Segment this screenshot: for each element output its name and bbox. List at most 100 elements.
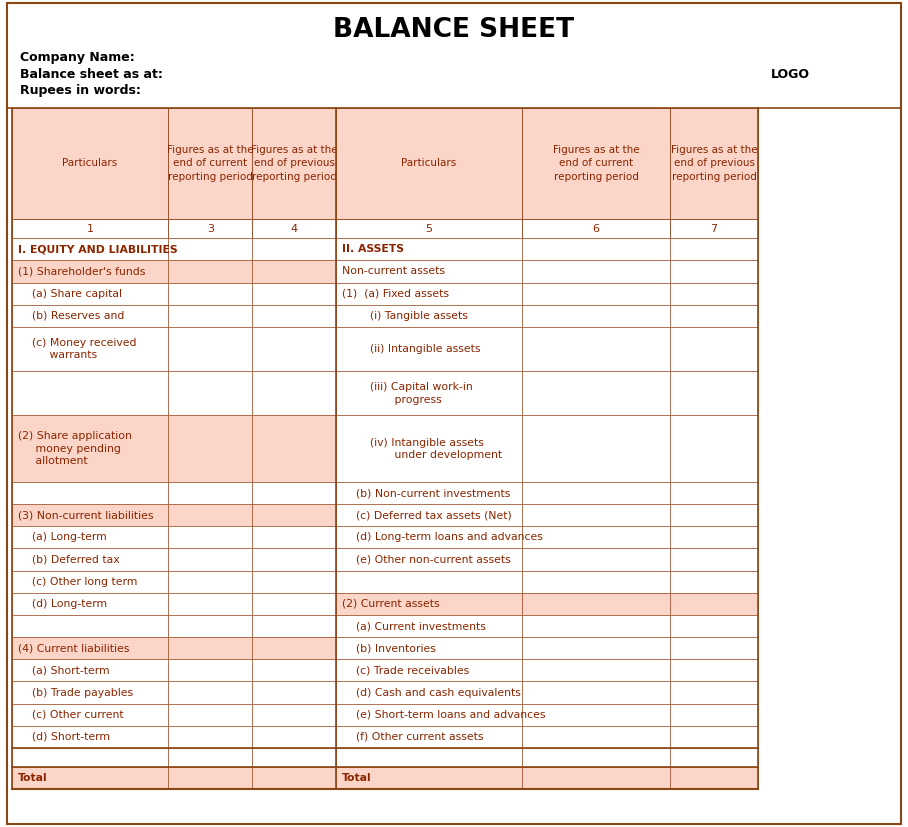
Bar (522, 371, 670, 415)
Bar (12, 219, 168, 238)
Bar (670, 681, 758, 704)
Bar (670, 371, 758, 415)
Bar (252, 261, 336, 283)
Bar (522, 283, 670, 304)
Bar (670, 327, 758, 371)
Bar (12, 615, 168, 637)
Bar (336, 593, 522, 615)
Bar (168, 659, 252, 681)
Text: Total: Total (342, 773, 372, 783)
Text: (iv) Intangible assets
               under development: (iv) Intangible assets under development (342, 437, 502, 460)
Text: (ii) Intangible assets: (ii) Intangible assets (342, 344, 481, 354)
Bar (522, 304, 670, 327)
Bar (336, 327, 522, 371)
Bar (168, 548, 252, 571)
Bar (168, 238, 252, 261)
Text: (d) Cash and cash equivalents: (d) Cash and cash equivalents (342, 687, 521, 697)
Text: (4) Current liabilities: (4) Current liabilities (18, 643, 130, 653)
Text: (c) Other current: (c) Other current (18, 710, 123, 719)
Bar (12, 108, 168, 219)
Text: (a) Share capital: (a) Share capital (18, 289, 123, 299)
Text: (a) Short-term: (a) Short-term (18, 666, 110, 676)
Bar (12, 415, 168, 482)
Bar (670, 548, 758, 571)
Bar (670, 571, 758, 593)
Text: 3: 3 (207, 223, 213, 234)
Bar (252, 108, 336, 219)
Bar (336, 726, 522, 748)
Bar (252, 504, 336, 526)
Bar (12, 238, 168, 261)
Text: (b) Non-current investments: (b) Non-current investments (342, 488, 510, 498)
Bar (336, 637, 522, 659)
Bar (670, 482, 758, 504)
Bar (168, 767, 252, 789)
Bar (522, 327, 670, 371)
Bar (252, 371, 336, 415)
Bar (252, 283, 336, 304)
Text: (e) Short-term loans and advances: (e) Short-term loans and advances (342, 710, 546, 719)
Text: (c) Money received
         warrants: (c) Money received warrants (18, 337, 137, 361)
Bar (252, 526, 336, 548)
Text: 1: 1 (86, 223, 94, 234)
Bar (670, 108, 758, 219)
Bar (168, 526, 252, 548)
Bar (336, 371, 522, 415)
Text: Rupees in words:: Rupees in words: (20, 84, 141, 98)
Bar (12, 261, 168, 283)
Bar (336, 704, 522, 726)
Text: (d) Short-term: (d) Short-term (18, 732, 110, 742)
Bar (336, 238, 522, 261)
Text: LOGO: LOGO (771, 68, 809, 81)
Bar (12, 283, 168, 304)
Text: BALANCE SHEET: BALANCE SHEET (333, 17, 575, 43)
Bar (252, 219, 336, 238)
Bar (670, 415, 758, 482)
Bar (522, 415, 670, 482)
Bar (670, 748, 758, 767)
Bar (522, 726, 670, 748)
Bar (12, 748, 168, 767)
Bar (168, 637, 252, 659)
Text: (d) Long-term: (d) Long-term (18, 599, 107, 609)
Bar (336, 571, 522, 593)
Bar (336, 615, 522, 637)
Bar (252, 304, 336, 327)
Bar (252, 659, 336, 681)
Bar (168, 261, 252, 283)
Bar (670, 283, 758, 304)
Bar (12, 681, 168, 704)
Text: Figures as at the
end of previous
reporting period: Figures as at the end of previous report… (671, 145, 757, 182)
Bar (670, 526, 758, 548)
Bar (522, 548, 670, 571)
Bar (12, 637, 168, 659)
Bar (252, 593, 336, 615)
Text: (i) Tangible assets: (i) Tangible assets (342, 311, 469, 321)
Bar (168, 504, 252, 526)
Text: Balance sheet as at:: Balance sheet as at: (20, 68, 163, 81)
Bar (168, 748, 252, 767)
Bar (522, 681, 670, 704)
Text: Particulars: Particulars (401, 158, 457, 169)
Text: (b) Inventories: (b) Inventories (342, 643, 436, 653)
Bar (336, 261, 522, 283)
Bar (252, 748, 336, 767)
Bar (252, 548, 336, 571)
Bar (670, 704, 758, 726)
Bar (522, 704, 670, 726)
Bar (336, 681, 522, 704)
Bar (252, 704, 336, 726)
Bar (336, 415, 522, 482)
Bar (522, 767, 670, 789)
Bar (12, 304, 168, 327)
Bar (168, 108, 252, 219)
Bar (336, 108, 522, 219)
Bar (12, 659, 168, 681)
Text: (e) Other non-current assets: (e) Other non-current assets (342, 555, 511, 565)
Text: (1) Shareholder's funds: (1) Shareholder's funds (18, 266, 145, 276)
Bar (670, 637, 758, 659)
Bar (522, 615, 670, 637)
Bar (336, 526, 522, 548)
Bar (168, 615, 252, 637)
Bar (670, 504, 758, 526)
